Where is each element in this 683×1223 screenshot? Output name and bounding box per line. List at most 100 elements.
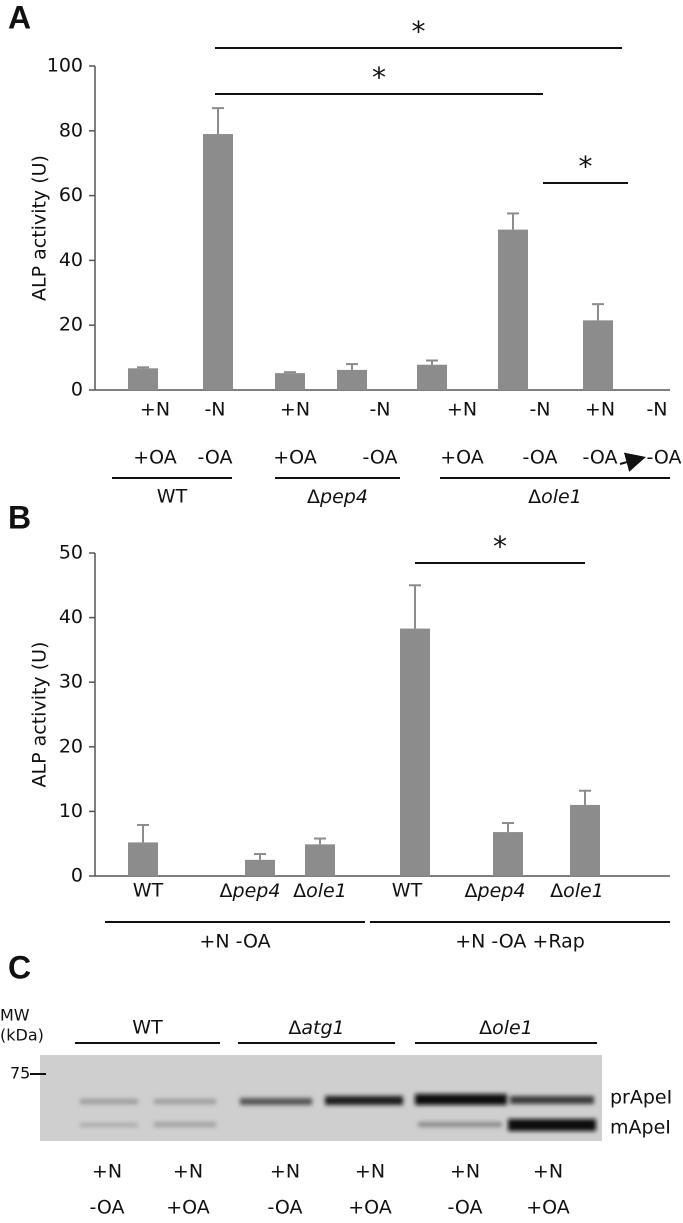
y-tick-label: 50 (59, 542, 83, 564)
significance-label: * (579, 150, 593, 183)
x-tick-label: -N (369, 399, 390, 421)
group-label: Δole1 (528, 486, 582, 508)
error-bar (254, 853, 266, 860)
blot (30, 1055, 602, 1141)
y-axis-label: ALP activity (U) (29, 642, 51, 788)
error-bar (137, 366, 149, 369)
group-label: WT (157, 486, 188, 508)
x-tick-label: +N (585, 399, 615, 421)
y-tick-label: 40 (59, 249, 83, 271)
lane-label: +OA (166, 1197, 210, 1219)
x-tick-label: -OA (582, 447, 617, 469)
error-bar (507, 212, 519, 230)
significance-label: * (493, 530, 507, 563)
mw-label: (kDa) (0, 1026, 44, 1045)
band (510, 1096, 594, 1104)
group-label: +N -OA +Rap (455, 931, 585, 953)
bar (417, 364, 447, 390)
lane-label: +N (270, 1161, 300, 1183)
shift-label: -N (646, 399, 667, 421)
x-tick-label: Δole1 (550, 880, 604, 902)
y-tick-label: 10 (59, 800, 83, 822)
x-tick-label: -N (204, 399, 225, 421)
x-tick-label: -N (529, 399, 550, 421)
mw-label: MW (0, 1006, 30, 1025)
lane-label: +OA (526, 1197, 570, 1219)
x-tick-label: +OA (440, 447, 484, 469)
bar (203, 134, 233, 390)
x-tick-label: +N (140, 399, 170, 421)
error-bar (314, 837, 326, 845)
group-label: Δole1 (479, 1017, 533, 1039)
error-bar (346, 363, 358, 370)
y-tick-label: 100 (47, 55, 83, 77)
bar (570, 804, 600, 876)
band-label: prApeI (610, 1087, 672, 1109)
lane-label: -OA (267, 1197, 302, 1219)
lane-label: +N (173, 1161, 203, 1183)
lane-label: +OA (348, 1197, 392, 1219)
panel-label: C (8, 949, 31, 985)
panel-label: A (8, 0, 31, 35)
error-bar (592, 303, 604, 321)
y-tick-label: 20 (59, 735, 83, 757)
lane-label: +N (355, 1161, 385, 1183)
y-tick-label: 60 (59, 184, 83, 206)
bar (128, 842, 158, 876)
band (415, 1094, 507, 1105)
shift-arrow (619, 452, 646, 472)
y-tick-label: 0 (71, 379, 83, 401)
x-tick-label: -OA (522, 447, 557, 469)
band (80, 1123, 138, 1127)
error-bar (409, 584, 421, 629)
x-tick-label: Δpep4 (220, 880, 281, 902)
mw-marker-label: 75 (10, 1064, 30, 1083)
error-bar (284, 371, 296, 374)
x-tick-label: Δpep4 (465, 880, 526, 902)
significance-label: * (412, 15, 426, 48)
x-tick-label: Δole1 (293, 880, 347, 902)
band (240, 1098, 312, 1105)
bar (305, 844, 335, 876)
y-tick-label: 40 (59, 606, 83, 628)
band-label: mApeI (610, 1117, 671, 1139)
band (508, 1119, 596, 1131)
panel-label: B (8, 499, 31, 535)
bar (498, 229, 528, 390)
bar (400, 628, 430, 876)
shift-label: -OA (646, 447, 681, 469)
band (80, 1099, 138, 1104)
group-label: +N -OA (199, 931, 270, 953)
error-bar (502, 822, 514, 833)
lane-label: -OA (89, 1197, 124, 1219)
y-tick-label: 20 (59, 314, 83, 336)
x-tick-label: WT (133, 880, 164, 902)
y-axis-label: ALP activity (U) (29, 155, 51, 301)
bar (493, 832, 523, 876)
bar (128, 368, 158, 390)
lane-label: +N (533, 1161, 563, 1183)
x-tick-label: +OA (133, 447, 177, 469)
bar (337, 369, 367, 390)
y-tick-label: 0 (71, 865, 83, 887)
band (325, 1096, 403, 1105)
x-tick-label: +N (447, 399, 477, 421)
x-tick-label: -OA (362, 447, 397, 469)
x-tick-label: +N (280, 399, 310, 421)
x-tick-label: WT (392, 880, 423, 902)
bar (245, 859, 275, 876)
band (418, 1122, 502, 1127)
error-bar (137, 823, 149, 843)
group-label: WT (132, 1017, 163, 1039)
lane-label: +N (450, 1161, 480, 1183)
x-tick-label: +OA (273, 447, 317, 469)
group-label: Δpep4 (307, 486, 368, 508)
error-bar (212, 107, 224, 135)
x-tick-label: -OA (197, 447, 232, 469)
bar (583, 320, 613, 390)
lane-label: +N (92, 1161, 122, 1183)
y-tick-label: 80 (59, 119, 83, 141)
band (154, 1122, 216, 1127)
y-tick-label: 30 (59, 671, 83, 693)
